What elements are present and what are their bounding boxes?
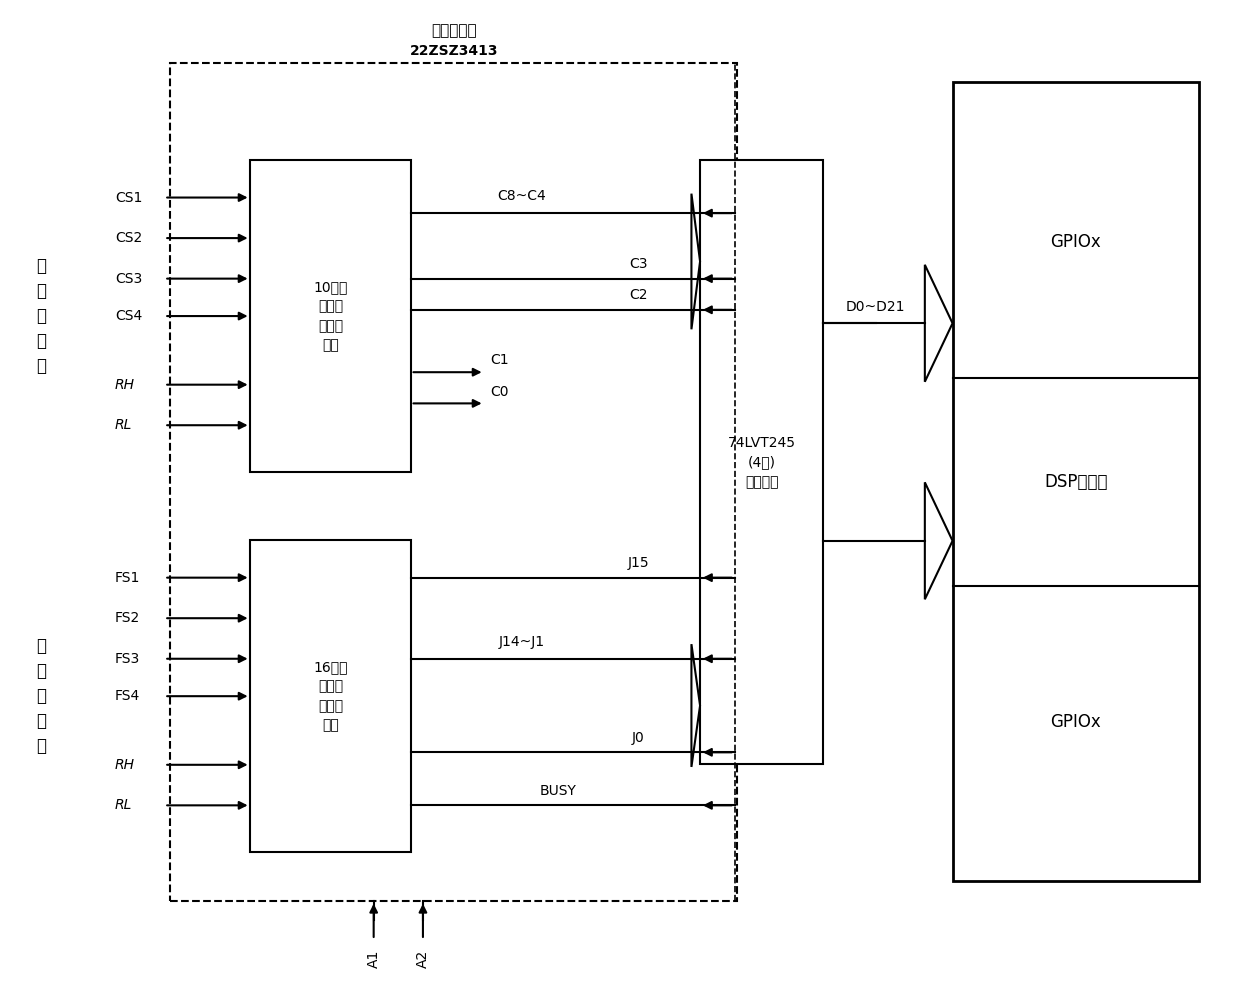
Text: A1: A1: [367, 950, 381, 968]
Text: 10位旋
转变压
器输出
信号: 10位旋 转变压 器输出 信号: [314, 280, 347, 352]
Text: C2: C2: [629, 288, 647, 302]
Text: RL: RL: [115, 798, 133, 812]
Polygon shape: [925, 264, 952, 381]
Text: C1: C1: [491, 353, 510, 368]
Text: 精
通
道
输
入: 精 通 道 输 入: [36, 637, 46, 755]
Text: CS4: CS4: [115, 309, 143, 323]
Text: FS2: FS2: [115, 611, 140, 625]
Text: FS1: FS1: [115, 571, 140, 585]
Text: J15: J15: [627, 555, 650, 570]
Polygon shape: [925, 483, 952, 600]
Text: RH: RH: [115, 758, 135, 772]
Text: 74LVT245
(4片)
电平转换: 74LVT245 (4片) 电平转换: [728, 435, 796, 489]
Text: C8~C4: C8~C4: [497, 190, 546, 203]
Text: BUSY: BUSY: [539, 783, 577, 797]
Text: A2: A2: [415, 950, 430, 968]
Text: GPIOx: GPIOx: [1050, 233, 1101, 251]
Text: DSP处理器: DSP处理器: [1044, 473, 1107, 491]
Text: J14~J1: J14~J1: [498, 635, 544, 649]
Text: 22ZSZ3413: 22ZSZ3413: [409, 44, 498, 58]
Text: FS4: FS4: [115, 689, 140, 703]
FancyBboxPatch shape: [701, 160, 823, 765]
Text: C3: C3: [629, 257, 647, 271]
Text: FS3: FS3: [115, 652, 140, 665]
Text: RH: RH: [115, 377, 135, 391]
Text: GPIOx: GPIOx: [1050, 713, 1101, 730]
Text: C0: C0: [491, 384, 510, 398]
FancyBboxPatch shape: [250, 541, 410, 852]
Text: D0~D21: D0~D21: [846, 300, 905, 314]
Polygon shape: [692, 644, 701, 767]
FancyBboxPatch shape: [952, 83, 1199, 882]
Text: CS3: CS3: [115, 271, 143, 286]
FancyBboxPatch shape: [250, 160, 410, 472]
Text: 数字转换器: 数字转换器: [432, 24, 476, 38]
Text: 16位旋
转变压
器输出
信号: 16位旋 转变压 器输出 信号: [314, 660, 347, 732]
Text: CS1: CS1: [115, 191, 143, 204]
Text: J0: J0: [632, 730, 645, 744]
Text: CS2: CS2: [115, 231, 143, 245]
Text: 粗
通
道
输
入: 粗 通 道 输 入: [36, 258, 46, 376]
Text: RL: RL: [115, 418, 133, 433]
Polygon shape: [692, 194, 701, 329]
